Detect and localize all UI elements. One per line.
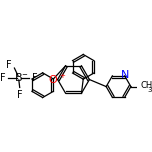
Text: F: F (17, 90, 22, 100)
Text: −: − (21, 72, 27, 78)
Text: F: F (6, 60, 12, 70)
Text: CH: CH (141, 81, 152, 90)
Text: F: F (32, 73, 38, 83)
Text: N: N (121, 70, 129, 80)
Text: +: + (59, 73, 65, 79)
Text: O: O (48, 74, 57, 85)
Text: B: B (15, 73, 23, 83)
Text: F: F (0, 73, 6, 83)
Text: 3: 3 (147, 87, 152, 93)
